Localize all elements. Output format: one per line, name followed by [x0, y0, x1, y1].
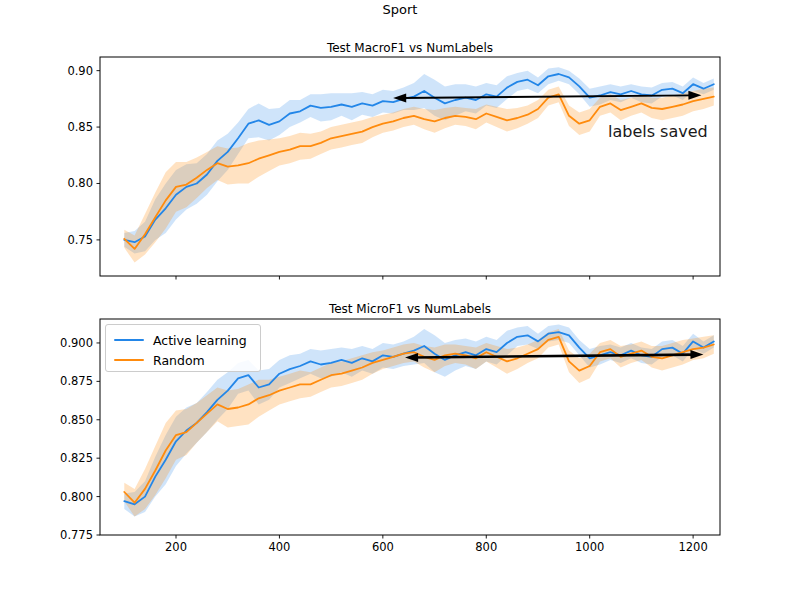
y-tick-label: 0.900	[60, 336, 93, 350]
x-tick-label: 1200	[678, 540, 707, 554]
x-tick-label: 1000	[575, 540, 604, 554]
legend-label-random: Random	[153, 353, 205, 368]
confidence-band-random	[124, 86, 714, 262]
y-tick-label: 0.875	[60, 374, 93, 388]
x-tick-label: 800	[475, 540, 497, 554]
legend-item-active-learning: Active learning	[114, 330, 260, 350]
labels-saved-annotation: labels saved	[608, 122, 708, 141]
y-tick-label: 0.800	[60, 490, 93, 504]
active-learning-line-swatch	[114, 339, 144, 341]
y-tick-label: 0.75	[67, 233, 93, 247]
x-tick-label: 200	[165, 540, 187, 554]
x-tick-label: 400	[268, 540, 290, 554]
y-tick-label: 0.80	[67, 176, 93, 190]
y-tick-label: 0.825	[60, 451, 93, 465]
legend: Active learning Random	[105, 324, 261, 372]
random-line-swatch	[114, 359, 144, 361]
y-tick-label: 0.90	[67, 64, 93, 78]
legend-item-random: Random	[114, 350, 260, 370]
y-tick-label: 0.85	[67, 120, 93, 134]
charts-canvas: 0.75 0.80 0.85 0.90 0.775 0.800 0.825 0.850 0.87…	[0, 0, 800, 600]
y-tick-label: 0.775	[60, 528, 93, 542]
figure: Sport Test MacroF1 vs NumLabels Test Mic…	[0, 0, 800, 600]
legend-label-active-learning: Active learning	[153, 333, 247, 348]
x-tick-label: 600	[372, 540, 394, 554]
y-tick-label: 0.850	[60, 413, 93, 427]
